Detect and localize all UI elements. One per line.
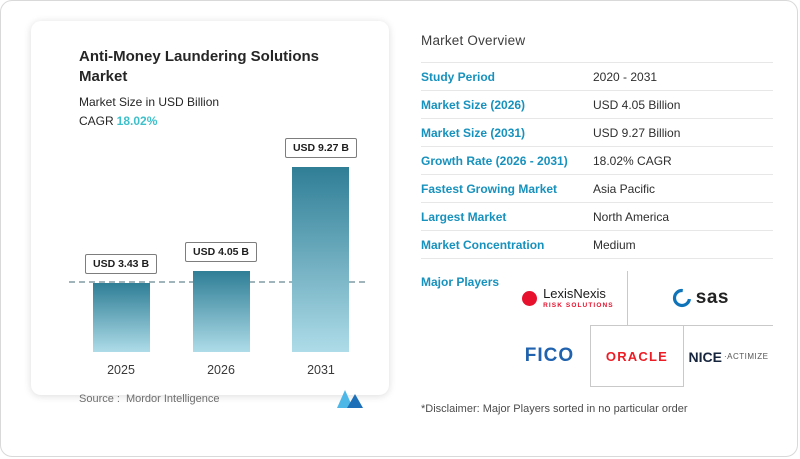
x-axis-label: 2031 [307, 362, 335, 377]
row-value: USD 9.27 Billion [593, 126, 681, 140]
bar-value-label: USD 4.05 B [184, 241, 258, 262]
sas-name: sas [695, 287, 729, 308]
lexisnexis-subtitle: RISK SOLUTIONS [543, 301, 614, 309]
row-label: Market Size (2031) [421, 126, 526, 140]
source-row: Source : Mordor Intelligence [79, 389, 363, 408]
bar-2026 [192, 270, 250, 352]
major-players-section: Major Players LexisNexis RISK SOLUTIONS [421, 271, 773, 387]
table-row: Market Size (2031) USD 9.27 Billion [421, 119, 773, 147]
logo-nice-actimize: NICE ·ACTIMIZE [683, 325, 773, 387]
chart-subtitle: Market Size in USD Billion [79, 94, 220, 109]
bar-group-2026: USD 4.05 B 2026 [184, 241, 258, 378]
bar-group-2031: USD 9.27 B 2031 [284, 137, 357, 378]
cagr-line: CAGR 18.02% [79, 114, 363, 128]
chart-title: Anti-Money Laundering Solutions Market [79, 48, 319, 86]
logo-row: LexisNexis RISK SOLUTIONS sas [509, 271, 773, 325]
source-value: Mordor Intelligence [125, 392, 220, 405]
x-axis-label: 2026 [207, 362, 235, 377]
major-players-label: Major Players [421, 275, 500, 289]
mordor-intelligence-logo-icon [337, 389, 363, 408]
table-row: Market Size (2026) USD 4.05 Billion [421, 91, 773, 119]
table-row: Study Period 2020 - 2031 [421, 63, 773, 91]
row-label: Fastest Growing Market [421, 182, 558, 196]
sas-swirl-icon [672, 288, 691, 308]
logo-oracle: ORACLE [589, 325, 684, 387]
bar-chart: USD 3.43 B 2025 USD 4.05 B 2026 USD 9.27… [69, 130, 365, 378]
x-axis-label: 2025 [107, 362, 135, 377]
cagr-label: CAGR [79, 113, 114, 128]
source-label: Source : [79, 392, 120, 405]
bar-2025 [92, 282, 150, 352]
chart-card: Anti-Money Laundering Solutions Market M… [31, 21, 389, 408]
row-label: Market Concentration [421, 238, 545, 252]
overview-table: Study Period 2020 - 2031 Market Size (20… [421, 62, 773, 259]
row-label: Study Period [421, 70, 496, 84]
fico-name: FICO [524, 345, 575, 366]
cagr-value: 18.02% [116, 113, 158, 128]
oracle-name: ORACLE [605, 348, 668, 364]
logo-lexisnexis: LexisNexis RISK SOLUTIONS [509, 271, 628, 325]
table-row: Market Concentration Medium [421, 231, 773, 259]
logo-fico: FICO [509, 325, 590, 387]
bar-2031 [292, 166, 350, 352]
row-label: Largest Market [421, 210, 507, 224]
row-value: USD 4.05 Billion [593, 98, 681, 112]
row-value: 18.02% CAGR [593, 154, 672, 168]
bar-value-label: USD 3.43 B [85, 253, 158, 274]
table-row: Growth Rate (2026 - 2031) 18.02% CAGR [421, 147, 773, 175]
nice-name: NICE [688, 348, 722, 365]
nice-subtitle: ·ACTIMIZE [723, 352, 769, 361]
row-value: 2020 - 2031 [593, 70, 658, 84]
lexisnexis-text: LexisNexis RISK SOLUTIONS [543, 286, 614, 309]
row-value: North America [593, 210, 670, 224]
row-value: Medium [593, 238, 636, 252]
overview-heading: Market Overview [421, 33, 526, 48]
lexisnexis-name: LexisNexis [543, 286, 606, 302]
market-overview-panel: Market Overview Study Period 2020 - 2031… [421, 33, 773, 415]
row-value: Asia Pacific [593, 182, 656, 196]
lexisnexis-dot-icon [522, 290, 538, 306]
row-label: Market Size (2026) [421, 98, 526, 112]
logo-sas: sas [628, 271, 773, 325]
table-row: Largest Market North America [421, 203, 773, 231]
bar-value-label: USD 9.27 B [284, 137, 357, 158]
bar-group-2025: USD 3.43 B 2025 [85, 253, 158, 378]
row-label: Growth Rate (2026 - 2031) [421, 154, 568, 168]
logo-row: FICO ORACLE NICE ·ACTIMIZE [509, 325, 773, 387]
disclaimer-text: *Disclaimer: Major Players sorted in no … [421, 403, 688, 415]
table-row: Fastest Growing Market Asia Pacific [421, 175, 773, 203]
major-players-logos: LexisNexis RISK SOLUTIONS sas FICO [509, 271, 773, 387]
